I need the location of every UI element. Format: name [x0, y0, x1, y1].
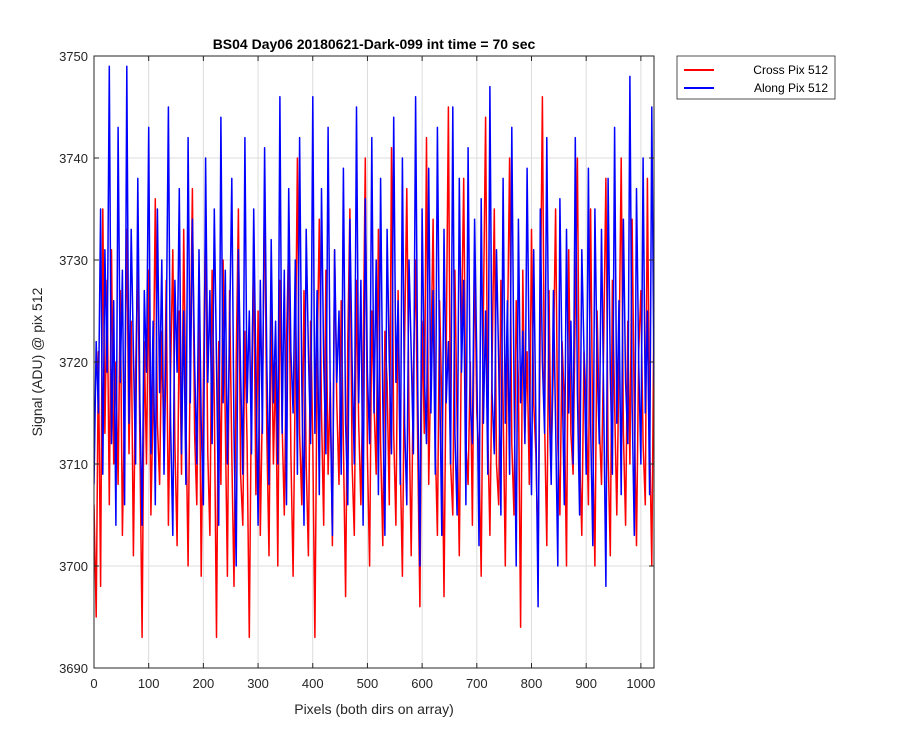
y-tick-label: 3710 [59, 457, 88, 472]
chart-title: BS04 Day06 20180621-Dark-099 int time = … [213, 36, 536, 52]
x-axis-label: Pixels (both dirs on array) [294, 701, 454, 717]
x-tick-label: 400 [302, 676, 324, 691]
x-tick-label: 800 [521, 676, 543, 691]
y-tick-label: 3740 [59, 151, 88, 166]
axis-ticks: 0 100 200 300 400 500 600 700 800 900 1000 3690 3700… [59, 49, 655, 691]
series-layer [94, 65, 654, 639]
x-tick-label: 700 [466, 676, 488, 691]
legend-box [676, 55, 836, 100]
y-tick-label: 3720 [59, 355, 88, 370]
legend-label-along: Along Pix 512 [754, 81, 828, 95]
x-tick-label: 100 [138, 676, 160, 691]
legend: Cross Pix 512 Along Pix 512 [676, 55, 836, 100]
x-tick-label: 900 [575, 676, 597, 691]
legend-label-cross: Cross Pix 512 [753, 63, 828, 77]
x-tick-label: 500 [357, 676, 379, 691]
x-tick-label: 200 [193, 676, 215, 691]
series-line-along-pix-512 [94, 65, 654, 608]
y-axis-label: Signal (ADU) @ pix 512 [29, 287, 45, 436]
y-tick-label: 3730 [59, 253, 88, 268]
y-tick-label: 3690 [59, 661, 88, 676]
y-tick-label: 3700 [59, 559, 88, 574]
x-tick-label: 0 [90, 676, 97, 691]
y-tick-label: 3750 [59, 49, 88, 64]
x-tick-label: 600 [411, 676, 433, 691]
x-tick-label: 300 [247, 676, 269, 691]
x-tick-label: 1000 [626, 676, 655, 691]
